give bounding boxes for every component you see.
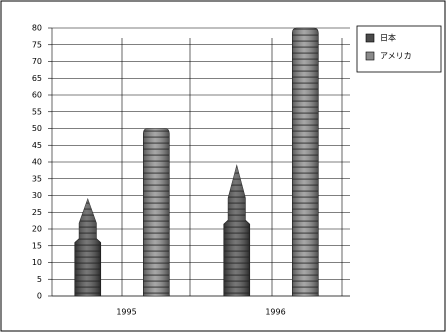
y-tick-label: 80: [32, 24, 42, 33]
bar-stripes: [143, 128, 170, 296]
y-tick-label: 35: [32, 174, 42, 183]
y-tick-label: 30: [32, 191, 42, 200]
legend-box: [356, 25, 442, 73]
y-tick-label: 75: [32, 40, 42, 49]
legend-label: アメリカ: [380, 52, 412, 61]
bar-stripes: [74, 198, 101, 296]
y-tick-label: 0: [37, 292, 42, 301]
x-tick-label: 1996: [265, 308, 285, 317]
y-tick-label: 20: [32, 225, 42, 234]
y-tick-label: 55: [32, 107, 42, 116]
y-tick-label: 5: [37, 275, 42, 284]
y-tick-label: 60: [32, 91, 42, 100]
y-tick-label: 65: [32, 74, 42, 83]
y-tick-label: 15: [32, 241, 42, 250]
legend-swatch: [365, 33, 375, 43]
y-tick-label: 50: [32, 124, 42, 133]
bar-stripes: [223, 165, 250, 296]
y-tick-label: 70: [32, 57, 42, 66]
y-tick-label: 45: [32, 141, 42, 150]
x-tick-label: 1995: [116, 308, 136, 317]
legend-swatch: [365, 51, 375, 61]
y-tick-label: 40: [32, 158, 42, 167]
y-tick-label: 10: [32, 258, 42, 267]
bar-stripes: [292, 28, 319, 296]
legend-label: 日本: [380, 33, 396, 43]
y-tick-label: 25: [32, 208, 42, 217]
